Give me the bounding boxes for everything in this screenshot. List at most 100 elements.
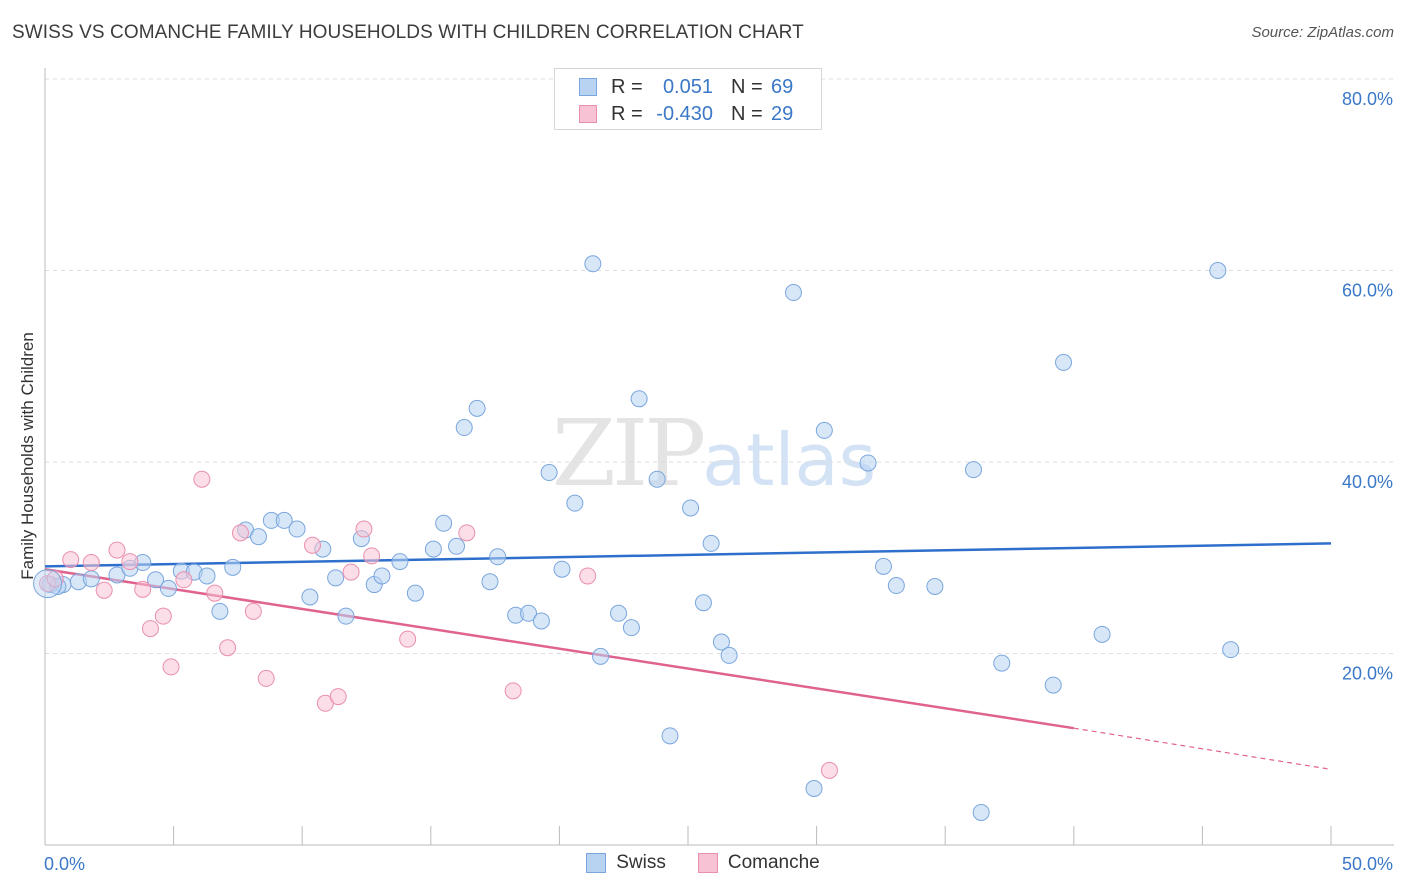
swiss-point <box>435 514 453 532</box>
swiss-point <box>874 557 892 575</box>
swiss-point <box>887 577 905 595</box>
watermark-atlas: atlas <box>702 418 877 502</box>
swiss-point <box>249 528 267 546</box>
swiss-point <box>391 553 409 571</box>
series-legend: Swiss Comanche <box>0 852 1406 874</box>
source-label: Source: ZipAtlas.com <box>1251 24 1394 41</box>
comanche-point <box>219 639 237 657</box>
comanche-r-label: R = <box>611 102 643 125</box>
comanche-point <box>820 761 838 779</box>
comanche-legend-label: Comanche <box>727 852 820 873</box>
legend-row-swiss: R = 0.051 N = 69 <box>579 74 793 100</box>
swiss-point <box>694 594 712 612</box>
swiss-point <box>1093 625 1111 643</box>
swiss-point <box>373 567 391 585</box>
data-points <box>33 255 1240 821</box>
swiss-point <box>1044 676 1062 694</box>
comanche-point <box>193 470 211 488</box>
axes <box>44 68 1394 846</box>
swiss-point <box>224 558 242 576</box>
swiss-point <box>1209 262 1227 279</box>
swiss-point <box>448 537 466 555</box>
swiss-point <box>784 284 802 302</box>
comanche-point <box>244 602 262 620</box>
swiss-point <box>682 499 700 517</box>
swiss-point <box>815 421 833 439</box>
trend-lines <box>44 542 1332 770</box>
comanche-point <box>363 547 381 565</box>
swiss-point <box>972 803 990 821</box>
comanche-point <box>95 581 113 599</box>
swiss-point <box>147 571 165 589</box>
swiss-point <box>159 579 177 597</box>
comanche-point <box>355 520 373 538</box>
swiss-point <box>630 390 648 408</box>
swiss-trend-line <box>44 542 1332 568</box>
comanche-r-value: -0.430 <box>656 102 713 125</box>
swiss-point <box>1222 641 1240 659</box>
swiss-point <box>532 612 550 630</box>
comanche-point <box>206 584 224 602</box>
y-tick-label: 40.0% <box>1342 472 1393 492</box>
grid <box>45 78 1394 654</box>
swiss-point <box>926 577 944 595</box>
comanche-point <box>108 541 126 559</box>
swiss-point <box>859 454 877 472</box>
comanche-point <box>121 553 139 571</box>
swiss-point <box>592 647 610 665</box>
swiss-point <box>211 602 229 620</box>
swiss-point <box>301 588 319 606</box>
swiss-r-label: R = <box>611 75 643 98</box>
swiss-legend-label: Swiss <box>616 852 666 873</box>
y-tick-label: 60.0% <box>1342 281 1393 301</box>
comanche-point <box>257 669 275 687</box>
swiss-point <box>964 461 982 479</box>
comanche-point <box>62 551 80 569</box>
comanche-swatch <box>579 105 597 123</box>
y-tick-label: 20.0% <box>1342 664 1393 684</box>
swiss-point <box>648 470 666 488</box>
swiss-point <box>566 494 584 512</box>
swiss-point <box>540 464 558 482</box>
swiss-point <box>198 567 216 585</box>
swiss-point-cluster <box>33 569 63 599</box>
swiss-point <box>288 520 306 538</box>
comanche-point <box>458 524 476 542</box>
legend-item-swiss[interactable]: Swiss <box>586 852 666 874</box>
swiss-point <box>424 540 442 558</box>
comanche-point <box>154 607 172 625</box>
watermark-zip: ZIP <box>552 400 706 507</box>
swiss-point <box>553 560 571 578</box>
swiss-r-value: 0.051 <box>662 75 713 98</box>
comanche-point <box>579 567 597 585</box>
swiss-point <box>337 607 355 625</box>
legend-item-comanche[interactable]: Comanche <box>697 852 820 874</box>
swiss-point <box>468 399 486 417</box>
comanche-point <box>175 571 193 589</box>
swiss-point <box>489 548 507 566</box>
swiss-point <box>622 619 640 637</box>
swiss-point <box>82 570 100 588</box>
swiss-point <box>610 604 628 622</box>
swiss-point <box>805 780 823 798</box>
swiss-swatch <box>579 78 597 96</box>
comanche-n-label: N = <box>731 102 763 125</box>
swiss-point <box>661 727 679 745</box>
comanche-point <box>231 524 249 542</box>
swiss-legend-swatch <box>586 853 607 873</box>
comanche-point <box>303 536 321 554</box>
x-tick-label-max: 50.0% <box>1342 854 1393 874</box>
y-tick-label: 80.0% <box>1342 89 1393 109</box>
legend-row-comanche: R = -0.430 N = 29 <box>579 101 793 127</box>
swiss-point <box>712 633 730 651</box>
comanche-point <box>134 580 152 598</box>
comanche-point <box>162 658 180 676</box>
swiss-point <box>584 255 602 273</box>
comanche-trend-line <box>44 568 1074 730</box>
comanche-legend-swatch <box>697 853 718 873</box>
swiss-n-label: N = <box>731 75 763 98</box>
swiss-point <box>520 604 538 622</box>
swiss-point <box>275 511 293 529</box>
swiss-point <box>327 569 345 587</box>
swiss-point <box>406 584 424 602</box>
